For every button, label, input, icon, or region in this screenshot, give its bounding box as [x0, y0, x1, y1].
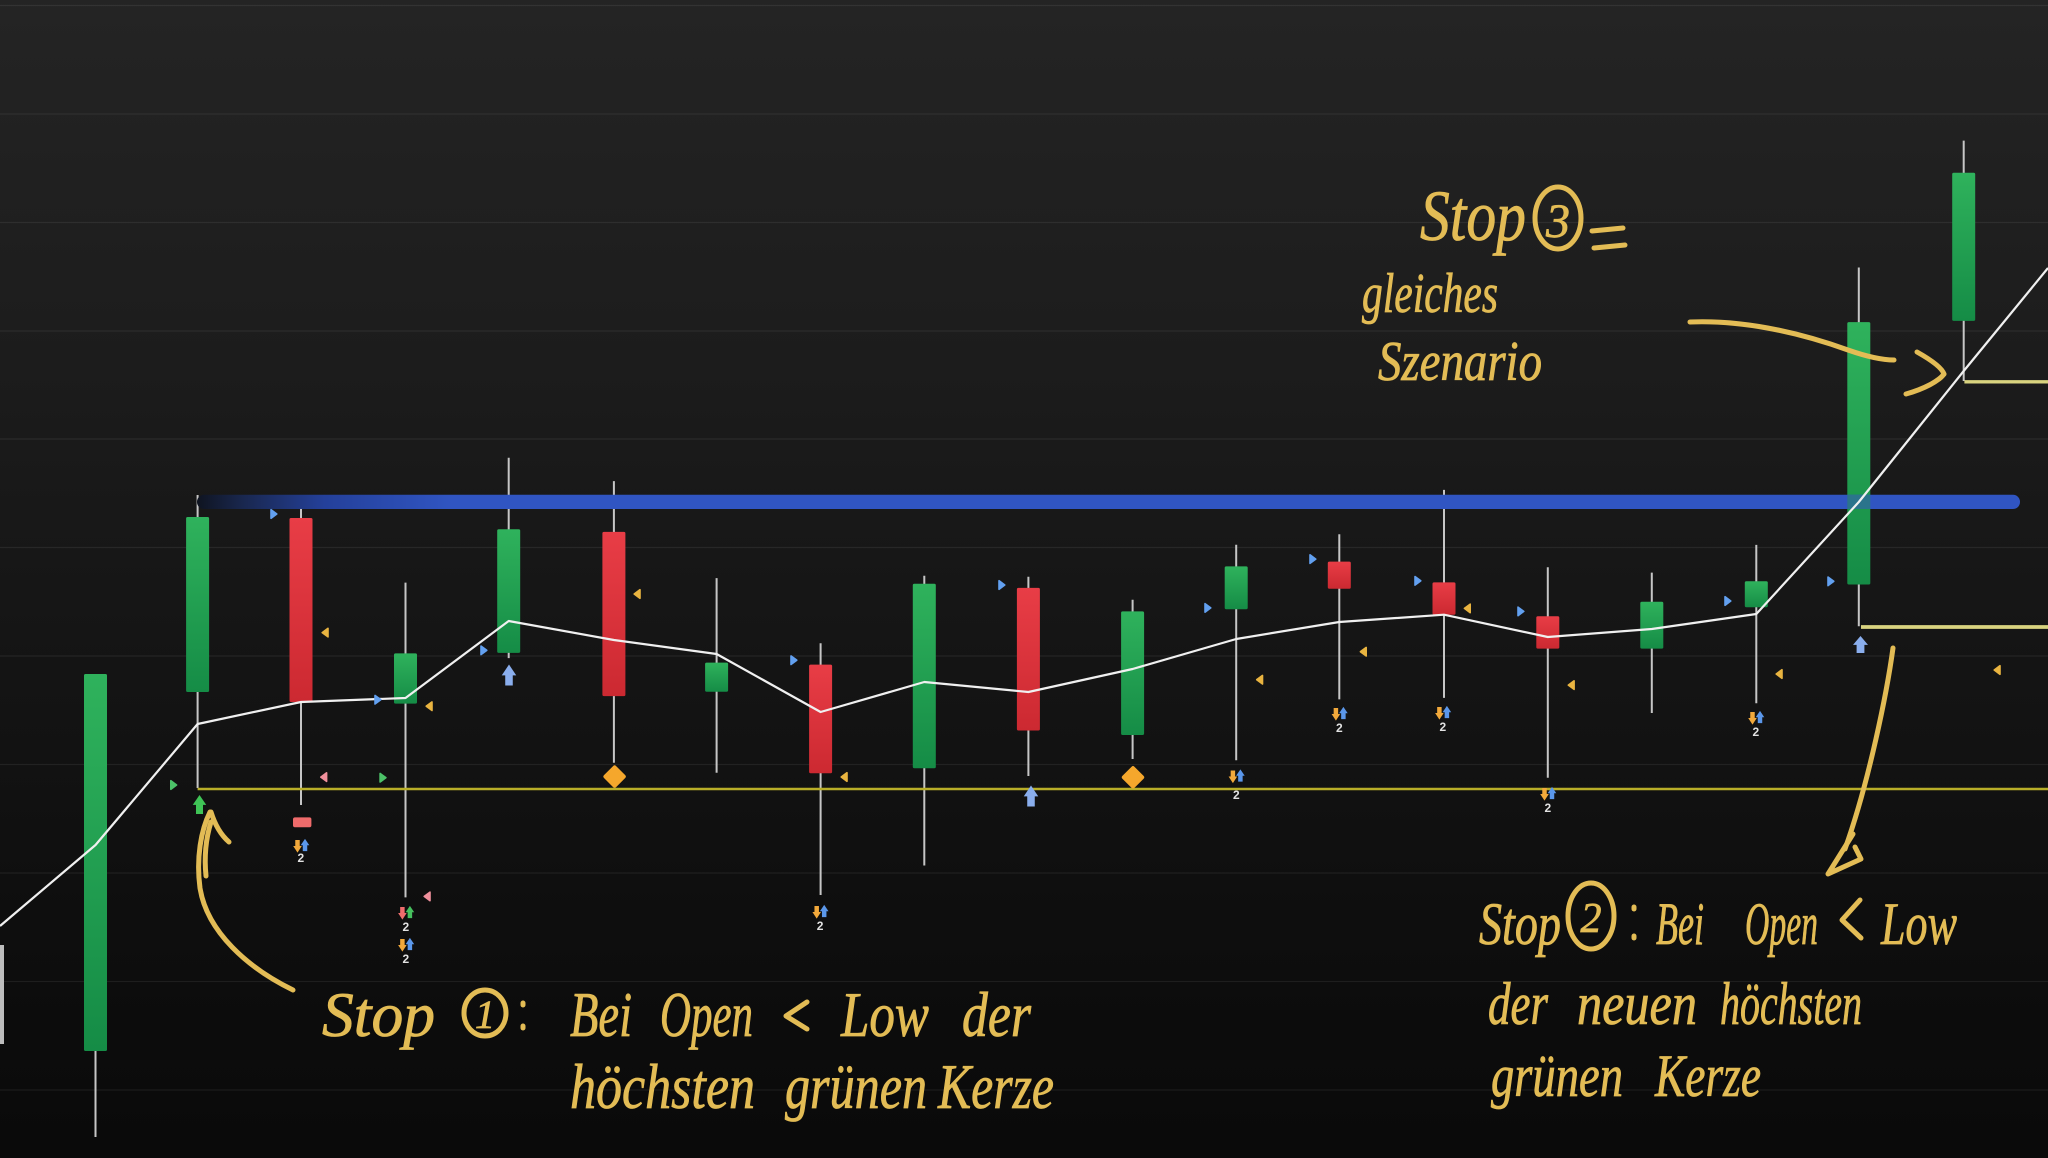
svg-text:2: 2 — [402, 952, 409, 966]
svg-text:Open: Open — [1745, 891, 1818, 957]
svg-text:2: 2 — [817, 919, 824, 933]
svg-text:der: der — [962, 979, 1032, 1050]
svg-text:Kerze: Kerze — [937, 1051, 1054, 1122]
svg-text:1: 1 — [475, 992, 495, 1037]
svg-text:Stop: Stop — [1420, 176, 1526, 256]
svg-text:2: 2 — [402, 920, 409, 934]
svg-text:höchsten: höchsten — [570, 1051, 755, 1122]
svg-text:2: 2 — [1439, 720, 1446, 734]
svg-text:Kerze: Kerze — [1654, 1043, 1761, 1109]
svg-text:2: 2 — [1233, 788, 1240, 802]
svg-text:Stop: Stop — [1479, 891, 1561, 957]
svg-text:Szenario: Szenario — [1378, 331, 1542, 393]
svg-text:3: 3 — [1545, 195, 1570, 248]
svg-text:Bei: Bei — [1656, 891, 1704, 957]
svg-text:2: 2 — [1336, 721, 1343, 735]
svg-text:grünen: grünen — [785, 1051, 927, 1122]
svg-text:2: 2 — [298, 851, 305, 865]
svg-text:Low: Low — [840, 979, 929, 1050]
svg-text:höchsten: höchsten — [1720, 971, 1862, 1037]
svg-text:der: der — [1488, 971, 1548, 1037]
svg-text:grünen: grünen — [1491, 1043, 1623, 1109]
svg-text:2: 2 — [1545, 801, 1552, 815]
svg-text:Open: Open — [660, 979, 753, 1050]
svg-text:Low: Low — [1880, 891, 1957, 957]
svg-text:Bei: Bei — [570, 979, 632, 1050]
svg-text:2: 2 — [1753, 725, 1760, 739]
svg-text:neuen: neuen — [1577, 971, 1697, 1037]
svg-text:2: 2 — [1581, 896, 1602, 942]
svg-text:Stop: Stop — [322, 979, 435, 1050]
svg-text:gleiches: gleiches — [1362, 263, 1498, 325]
